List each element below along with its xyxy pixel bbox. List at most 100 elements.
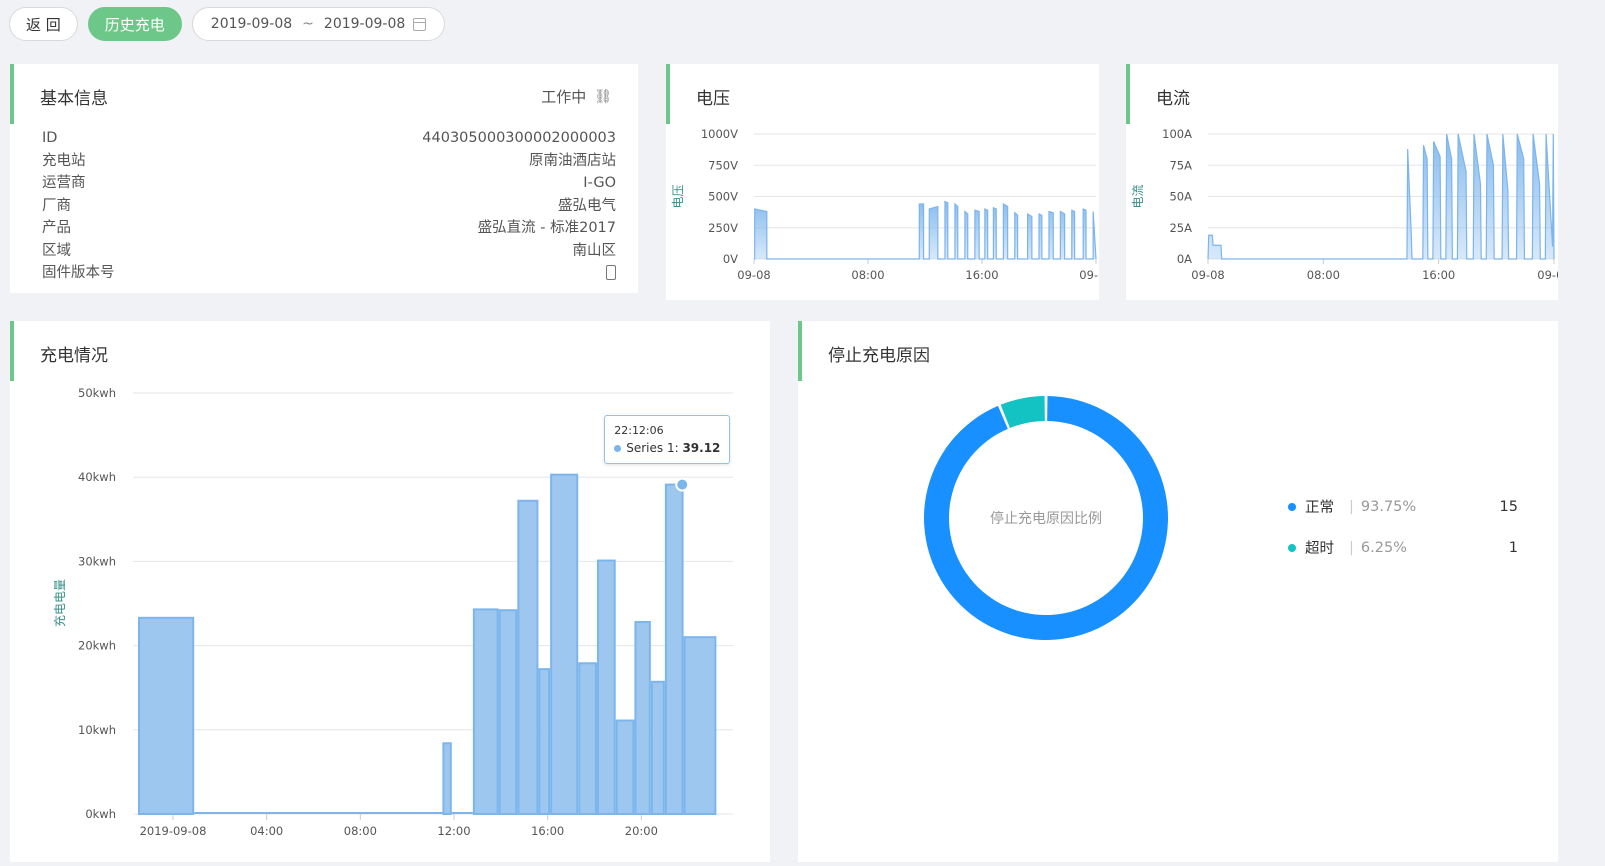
y-tick-label: 50A xyxy=(1169,190,1192,204)
info-label: ID xyxy=(42,130,58,146)
tooltip-series-row: Series 1: 39.12 xyxy=(614,441,720,455)
date-end: 2019-09-08 xyxy=(323,16,406,32)
legend-dot-icon xyxy=(1288,502,1296,511)
stop-reason-donut-chart[interactable]: 停止充电原因比例 xyxy=(798,321,1558,862)
voltage-title: 电压 xyxy=(696,89,730,109)
legend-percent: 6.25% xyxy=(1360,539,1407,556)
y-tick-label: 1000V xyxy=(701,127,738,141)
y-axis-title: 电压 xyxy=(671,184,685,208)
y-tick-label: 0kwh xyxy=(85,807,116,821)
x-tick-label: 2019-09-08 xyxy=(140,824,207,838)
card-accent-bar xyxy=(10,64,14,124)
legend-item-timeout[interactable]: 超时 | 6.25% 1 xyxy=(1288,527,1518,568)
x-tick-label: 20:00 xyxy=(625,824,658,838)
info-row-firmware: 固件版本号 xyxy=(42,262,616,285)
info-row-product: 产品 盛弘直流 - 标准2017 xyxy=(42,217,616,240)
bar xyxy=(498,609,518,815)
x-tick-label: 09-09 xyxy=(1537,268,1558,282)
date-separator: ~ xyxy=(302,16,314,32)
donut-center-label: 停止充电原因比例 xyxy=(990,510,1102,527)
series-dot-icon xyxy=(614,444,622,452)
stop-reason-card: 停止充电原因 停止充电原因比例 正常 | 93.75% 15 超时 | 6.25… xyxy=(798,321,1558,862)
current-chart[interactable]: 0A 25A 50A 75A 100A 09-08 08:00 16:00 09-09 电流 xyxy=(1126,64,1571,300)
x-tick-label: 08:00 xyxy=(344,824,377,838)
bar xyxy=(517,499,539,815)
unlink-icon[interactable]: ⛓ xyxy=(594,88,612,105)
series-line xyxy=(754,200,1097,260)
y-tick-label: 40kwh xyxy=(78,470,116,484)
bar xyxy=(634,621,651,815)
y-tick-label: 10kwh xyxy=(78,723,116,737)
info-label: 厂商 xyxy=(42,197,71,214)
info-value: 南山区 xyxy=(572,242,617,259)
voltage-card: 电压 0V 250V 500V 750V 1000V 09-08 08:00 16:00 09-… xyxy=(666,64,1113,300)
current-title: 电流 xyxy=(1156,89,1190,109)
tooltip-series-name: Series 1 xyxy=(626,440,675,455)
area-fill xyxy=(754,201,1096,259)
series-line xyxy=(1207,133,1555,260)
info-label: 区域 xyxy=(42,242,71,259)
charging-card: 充电情况 0kwh 10kwh 20kwh 30kwh 40kwh 50kwh 2019-0… xyxy=(10,321,770,862)
legend-count: 1 xyxy=(1508,539,1518,556)
pie-slice xyxy=(1000,396,1045,428)
bar xyxy=(596,559,616,815)
basic-info-card: 基本信息 工作中 ⛓ ID 440305000300002000003 充电站 … xyxy=(10,64,638,293)
y-axis-title: 电流 xyxy=(1131,184,1145,208)
y-tick-label: 0V xyxy=(723,252,738,266)
x-tick-label: 16:00 xyxy=(965,268,998,282)
y-tick-label: 25A xyxy=(1169,221,1192,235)
voltage-chart[interactable]: 0V250V500V750V1000V09-0808:0016:0009-09电… xyxy=(666,64,1113,300)
y-tick-label: 750V xyxy=(708,158,738,172)
tooltip-value: 39.12 xyxy=(682,440,721,455)
x-tick-label: 08:00 xyxy=(851,268,884,282)
date-range-picker[interactable]: 2019-09-08 ~ 2019-09-08 xyxy=(191,7,446,41)
toolbar: 返 回 历史充电 2019-09-08 ~ 2019-09-08 xyxy=(9,6,446,42)
card-accent-bar xyxy=(1126,64,1130,124)
card-accent-bar xyxy=(666,64,670,124)
legend-name: 超时 xyxy=(1305,541,1334,557)
chart-tooltip: 22:12:06 Series 1: 39.12 xyxy=(604,414,731,464)
legend-name: 正常 xyxy=(1305,500,1334,516)
x-tick-label: 08:00 xyxy=(1307,268,1340,282)
bar xyxy=(472,608,499,816)
current-card: 电流 0A 25A 50A 75A 100A 09-08 08:00 16:00 09-09 电流 xyxy=(1126,64,1571,300)
bar xyxy=(442,742,452,815)
card-accent-bar xyxy=(10,321,14,381)
y-tick-label: 30kwh xyxy=(78,554,116,568)
bar xyxy=(578,662,597,816)
charging-bar-chart[interactable]: 0kwh 10kwh 20kwh 30kwh 40kwh 50kwh 2019-09-08 0… xyxy=(10,321,770,862)
bar xyxy=(138,616,195,815)
y-axis-title: 充电电量 xyxy=(52,579,67,627)
bar xyxy=(538,668,551,815)
legend-item-normal[interactable]: 正常 | 93.75% 15 xyxy=(1288,486,1518,527)
area-fill xyxy=(1208,134,1554,259)
x-tick-label: 09-08 xyxy=(737,268,770,282)
y-tick-label: 50kwh xyxy=(78,386,116,400)
card-accent-bar xyxy=(798,321,802,381)
info-row-manufacturer: 厂商 盛弘电气 xyxy=(42,195,616,218)
y-tick-label: 100A xyxy=(1162,127,1192,141)
bar xyxy=(550,473,579,815)
info-label: 充电站 xyxy=(42,152,86,169)
y-tick-label: 250V xyxy=(708,221,738,235)
status-badge: 工作中 ⛓ xyxy=(541,86,612,107)
info-row-station: 充电站 原南油酒店站 xyxy=(42,150,616,173)
charging-title: 充电情况 xyxy=(40,346,108,366)
info-label: 固件版本号 xyxy=(42,265,115,281)
legend-dot-icon xyxy=(1288,543,1296,552)
back-button[interactable]: 返 回 xyxy=(9,7,78,41)
bar xyxy=(615,719,635,815)
status-text: 工作中 xyxy=(541,88,587,106)
highlight-point xyxy=(675,477,690,492)
info-label: 产品 xyxy=(42,220,71,236)
bar xyxy=(683,636,717,815)
tooltip-time: 22:12:06 xyxy=(614,423,664,437)
history-charge-button[interactable]: 历史充电 xyxy=(87,7,182,41)
x-tick-label: 16:00 xyxy=(531,824,564,838)
info-row-id: ID 440305000300002000003 xyxy=(42,127,616,150)
device-icon[interactable] xyxy=(606,265,616,280)
x-tick-label: 09-09 xyxy=(1079,268,1099,282)
y-tick-label: 75A xyxy=(1169,158,1192,172)
calendar-icon xyxy=(413,17,427,31)
info-label: 运营商 xyxy=(42,175,86,191)
